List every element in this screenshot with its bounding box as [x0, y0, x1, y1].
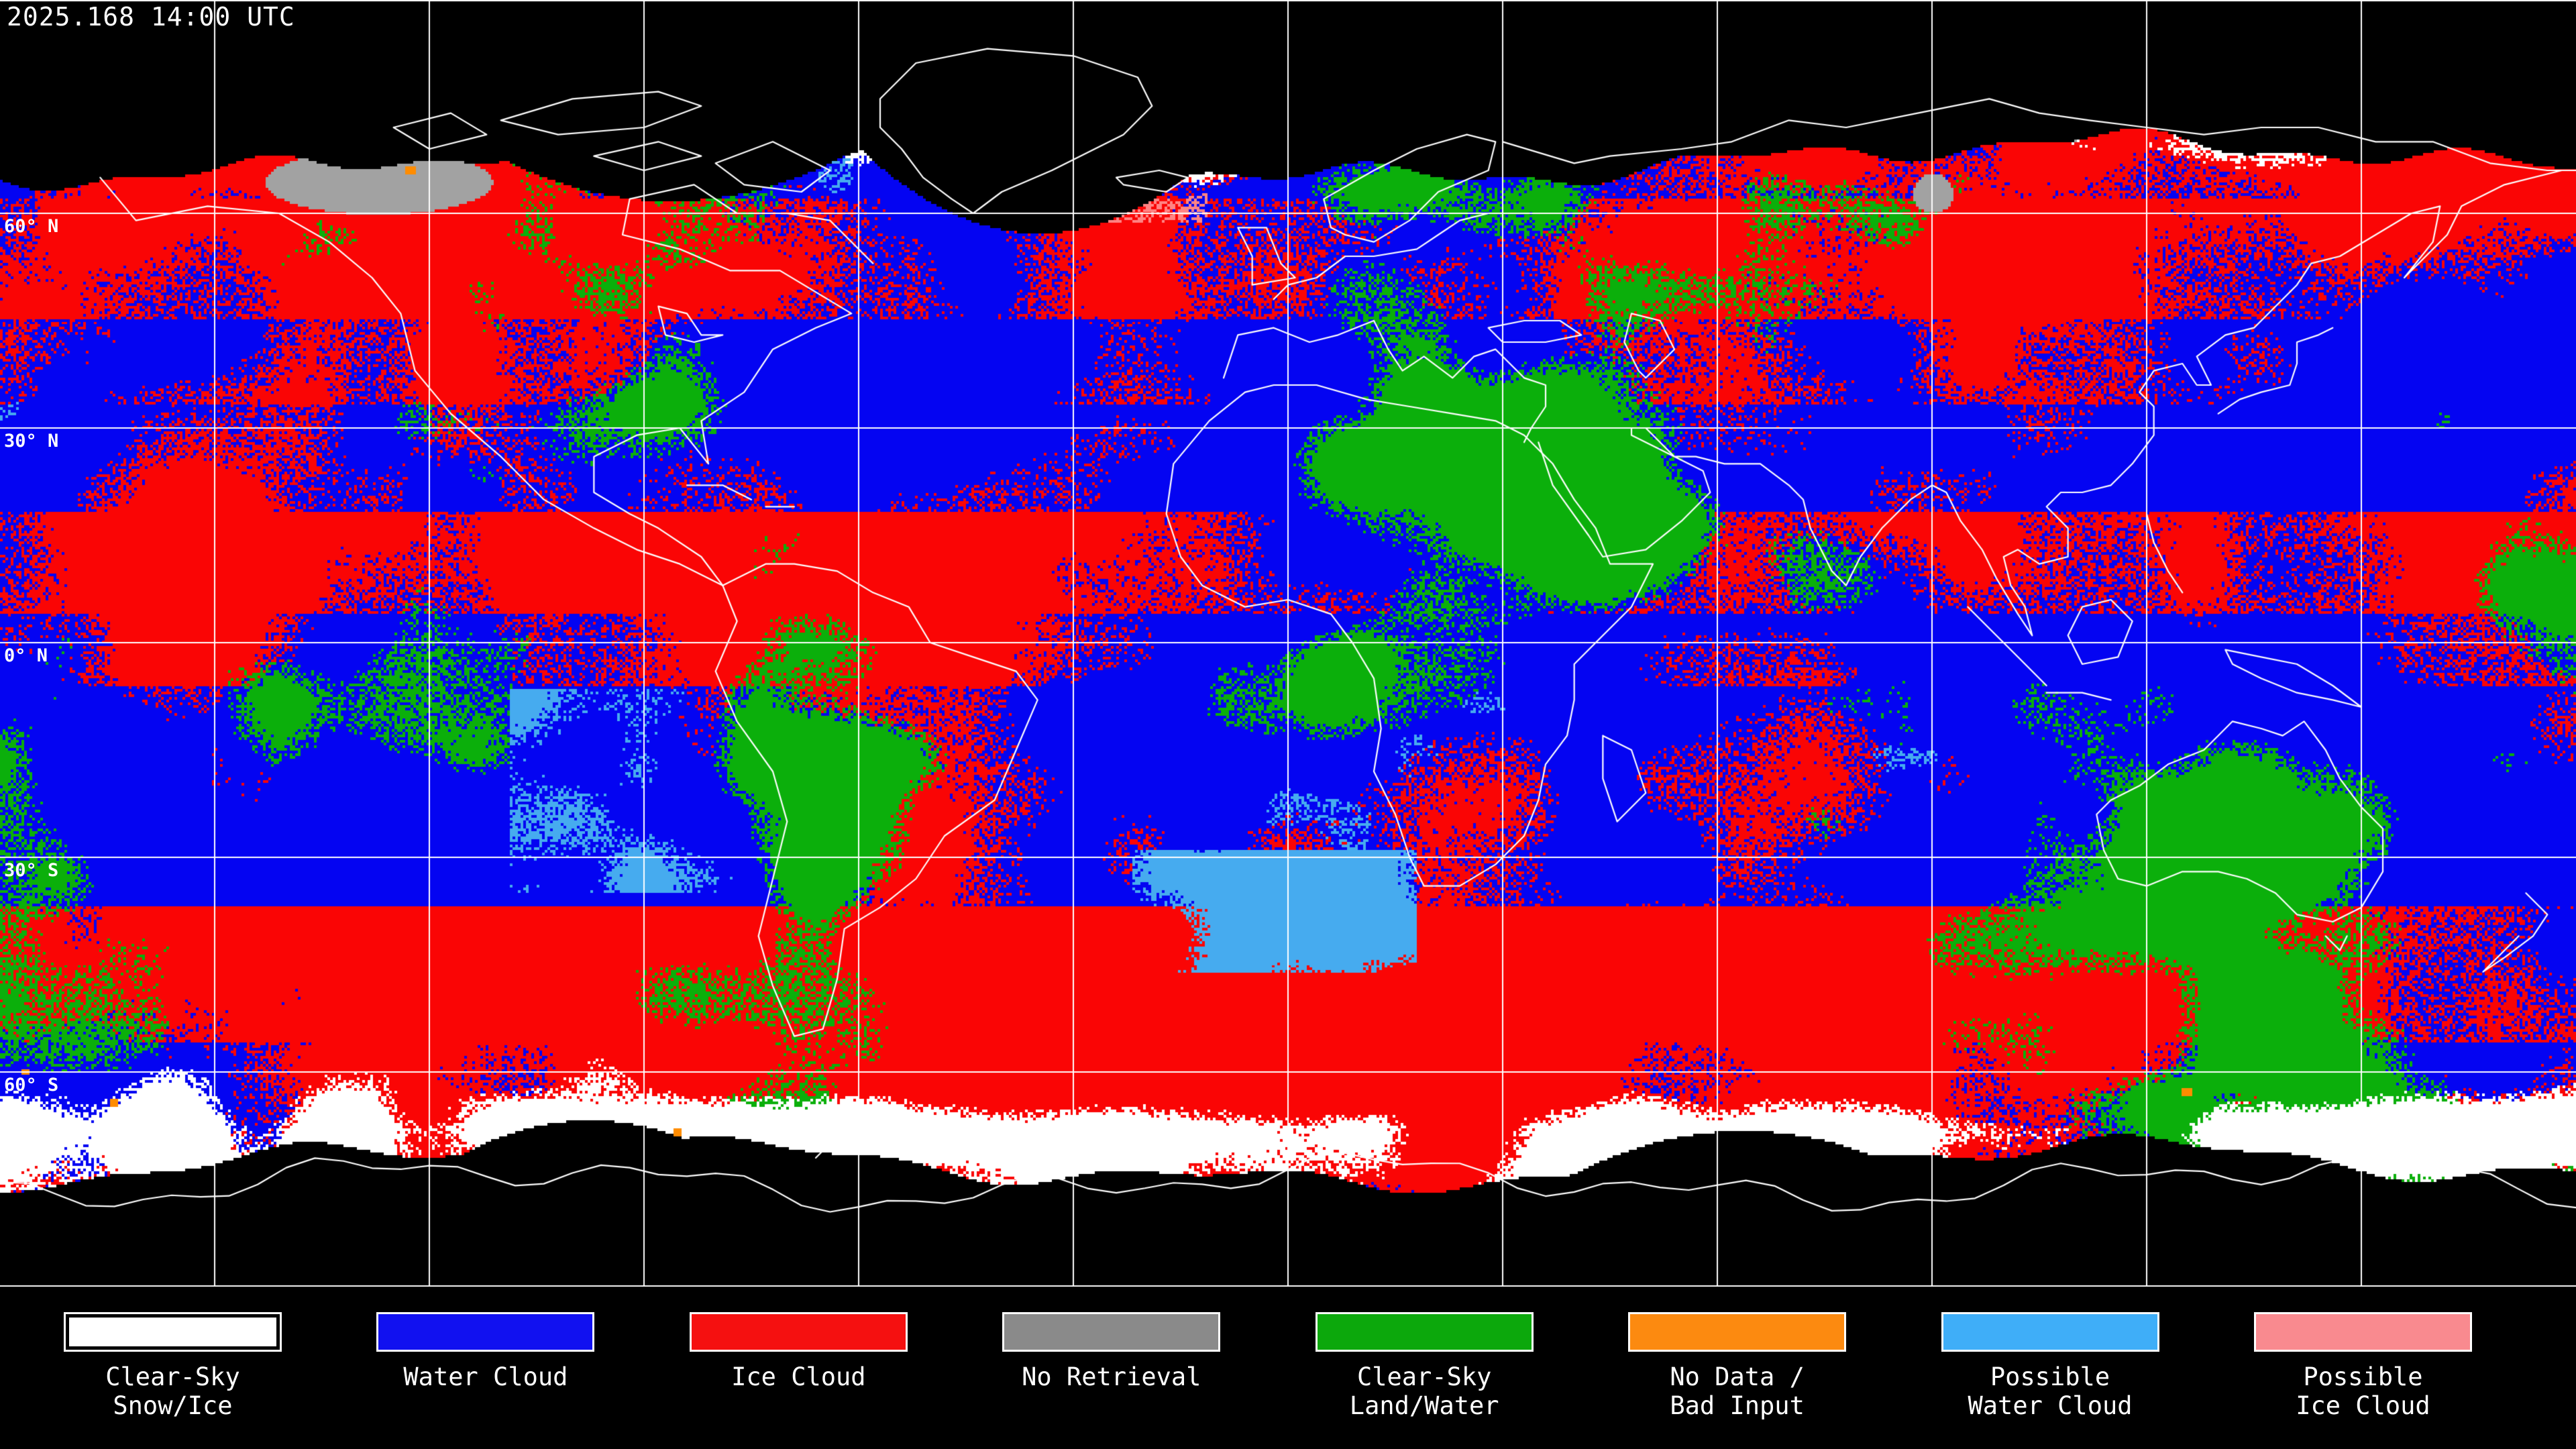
legend-label-line: No Retrieval [1022, 1362, 1201, 1391]
legend-swatch-no-data-bad-input [1628, 1312, 1847, 1352]
legend-swatch-ice-cloud [689, 1312, 908, 1352]
legend-swatch-clear-sky-snow-ice [64, 1312, 282, 1352]
legend-label: Possible Ice Cloud [2296, 1362, 2430, 1420]
legend-label-line: Possible [2303, 1362, 2423, 1391]
legend-label-line: Ice Cloud [2296, 1391, 2430, 1420]
legend-item-clear-sky-land-water: Clear-Sky Land/Water [1315, 1312, 1534, 1420]
legend-label-line: Possible [1990, 1362, 2110, 1391]
legend-label-line: Water Cloud [1968, 1391, 2133, 1420]
legend-item-ice-cloud: Ice Cloud [689, 1312, 908, 1420]
legend-item-no-retrieval: No Retrieval [1002, 1312, 1221, 1420]
legend-label-line: Clear-Sky [105, 1362, 240, 1391]
legend-label: Possible Water Cloud [1968, 1362, 2133, 1420]
legend-label-line: Water Cloud [403, 1362, 568, 1391]
latitude-label-30n: 30° N [4, 431, 59, 451]
legend-label-line: No Data / [1670, 1362, 1805, 1391]
legend-swatch-possible-water-cloud [1941, 1312, 2159, 1352]
legend-item-possible-water-cloud: Possible Water Cloud [1941, 1312, 2159, 1420]
legend-label: No Retrieval [1022, 1362, 1201, 1391]
timestamp: 2025.168 14:00 UTC [7, 2, 295, 32]
legend-label: Clear-Sky Land/Water [1350, 1362, 1499, 1420]
legend-swatch-possible-ice-cloud [2253, 1312, 2472, 1352]
latitude-label-60s: 60° S [4, 1075, 59, 1095]
legend-swatch-no-retrieval [1002, 1312, 1221, 1352]
legend-item-possible-ice-cloud: Possible Ice Cloud [2253, 1312, 2472, 1420]
legend-item-clear-sky-snow-ice: Clear-Sky Snow/Ice [64, 1312, 282, 1420]
legend-label-line: Ice Cloud [731, 1362, 866, 1391]
legend-label: Water Cloud [403, 1362, 568, 1391]
legend: Clear-Sky Snow/Ice Water Cloud Ice Cloud… [0, 1312, 2576, 1420]
cloud-classification-map [0, 0, 2576, 1288]
legend-label: Clear-Sky Snow/Ice [105, 1362, 239, 1420]
legend-swatch-clear-sky-land-water [1315, 1312, 1534, 1352]
legend-label: Ice Cloud [731, 1362, 865, 1391]
legend-label: No Data / Bad Input [1670, 1362, 1804, 1420]
legend-label-line: Snow/Ice [113, 1391, 233, 1420]
latitude-label-0n: 0° N [4, 645, 48, 666]
legend-item-no-data-bad-input: No Data / Bad Input [1628, 1312, 1847, 1420]
legend-label-line: Clear-Sky [1356, 1362, 1492, 1391]
legend-label-line: Land/Water [1349, 1391, 1499, 1420]
legend-item-water-cloud: Water Cloud [376, 1312, 595, 1420]
legend-label-line: Bad Input [1670, 1391, 1805, 1420]
latitude-label-60n: 60° N [4, 216, 59, 237]
latitude-label-30s: 30° S [4, 860, 59, 881]
legend-swatch-water-cloud [376, 1312, 595, 1352]
